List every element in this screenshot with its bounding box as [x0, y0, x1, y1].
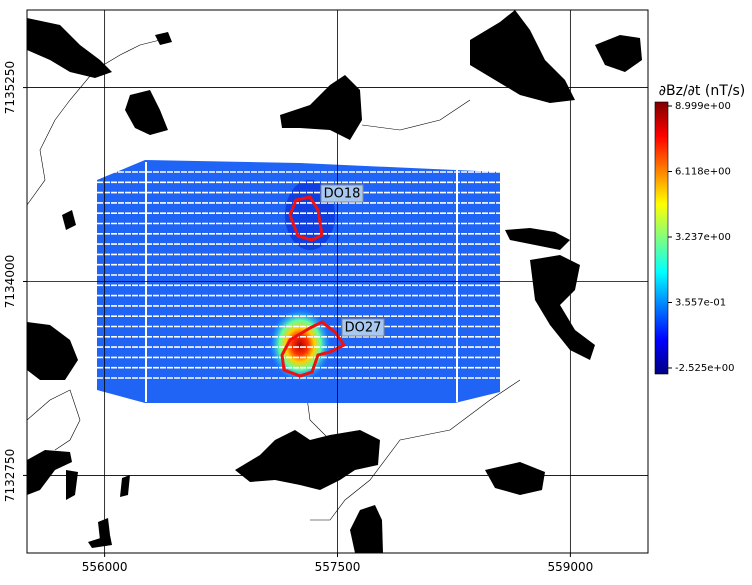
target-outline — [280, 320, 347, 378]
x-tick-label: 557500 — [315, 560, 361, 574]
colorbar-tick-label: 3.237e+00 — [675, 232, 731, 243]
map-layer — [27, 10, 648, 553]
colorbar — [654, 101, 669, 375]
annotation-box — [341, 318, 385, 337]
grid — [27, 10, 648, 553]
x-tick-label: 559000 — [547, 560, 593, 574]
target-outline — [288, 195, 324, 242]
y-tick-label: 7135250 — [3, 61, 17, 114]
colorbar-tick-label: 3.557e-01 — [675, 297, 726, 308]
colorbar-tick-label: 8.999e+00 — [675, 101, 731, 112]
colorbar-label: ∂Bz/∂t (nT/s) — [659, 83, 745, 99]
y-tick-label: 7134000 — [3, 255, 17, 308]
axes: 556000 557500 559000 7132750 7134000 7135250 -… — [3, 61, 735, 574]
y-tick-label: 7132750 — [3, 449, 17, 502]
colorbar-tick-label: -2.525e+00 — [675, 363, 735, 374]
annotation: DO27 — [345, 321, 382, 336]
colorbar-tick-label: 6.118e+00 — [675, 166, 731, 177]
x-tick-label: 556000 — [82, 560, 128, 574]
annotation: DO18 — [324, 187, 361, 202]
annotation-box — [320, 184, 364, 203]
lakes — [27, 10, 642, 553]
